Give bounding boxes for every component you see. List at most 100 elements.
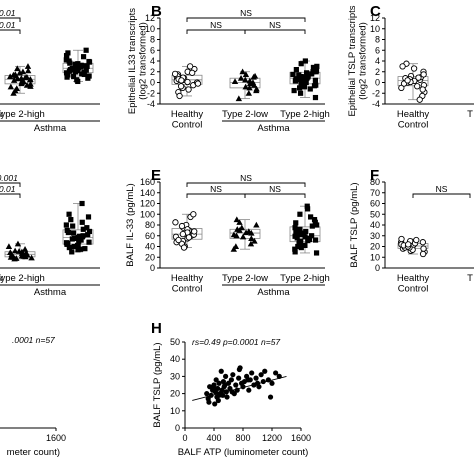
data-point: [314, 222, 320, 228]
data-point: [64, 240, 71, 246]
data-point: [253, 375, 259, 381]
data-point: [236, 375, 242, 381]
y-tick-label: 60: [370, 199, 380, 209]
data-point: [212, 401, 218, 407]
data-point: [247, 240, 255, 247]
data-point: [413, 236, 420, 244]
x-axis-label: BALF ATP (luminometer count): [178, 447, 309, 458]
data-point: [310, 64, 317, 71]
data-point: [276, 373, 282, 379]
y-tick-label: 0: [150, 263, 155, 273]
significance-label: NS: [240, 8, 252, 18]
data-point: [78, 246, 84, 252]
group-label: Asthma: [34, 123, 67, 134]
data-point: [186, 63, 194, 70]
x-tick-label: Healthy Control: [397, 109, 429, 131]
significance-label: NS: [269, 20, 281, 30]
panel-g: 12001600meter count).0001 n=57: [0, 335, 66, 458]
y-tick-label: -2: [372, 88, 380, 98]
y-axis-label: BALF TSLP (pg/mL): [349, 182, 360, 267]
significance-bracket: [186, 193, 246, 198]
data-point: [208, 392, 214, 398]
data-point: [313, 250, 320, 256]
data-point: [6, 73, 14, 80]
data-point: [398, 235, 405, 243]
x-tick-label: 1200: [262, 433, 282, 443]
y-tick-label: 140: [140, 188, 155, 198]
data-point: [233, 216, 241, 223]
data-point: [178, 222, 186, 230]
data-point: [414, 83, 421, 90]
data-point: [236, 366, 242, 373]
significance-bracket: [0, 17, 21, 22]
significance-label: NS: [210, 20, 222, 30]
data-point: [238, 224, 245, 231]
data-point: [295, 243, 301, 250]
data-point: [185, 234, 193, 241]
data-point: [239, 68, 246, 75]
data-point: [242, 71, 250, 77]
x-tick-label: Healthy Control: [397, 273, 429, 295]
y-tick-label: 80: [145, 220, 155, 230]
significance-bracket: [244, 29, 306, 34]
data-point: [215, 385, 221, 392]
data-point: [86, 58, 92, 65]
y-tick-label: 6: [375, 45, 380, 55]
data-point: [245, 90, 253, 96]
data-point: [27, 83, 34, 89]
y-tick-label: 40: [370, 220, 380, 230]
data-point: [18, 250, 26, 257]
x-tick-label: Type 2-low: [0, 273, 3, 284]
data-point: [14, 65, 21, 72]
significance-label: NS: [436, 184, 448, 194]
data-point: [27, 76, 34, 82]
x-tick-label: Healthy Control: [171, 109, 203, 131]
y-tick-label: 2: [150, 67, 155, 77]
y-axis-label: BALF IL-33 (pg/mL): [125, 183, 136, 266]
data-point: [229, 389, 235, 395]
data-point: [305, 237, 311, 244]
data-point: [190, 211, 197, 218]
data-point: [296, 85, 303, 91]
data-point: [311, 217, 318, 223]
y-tick-label: 20: [170, 389, 180, 399]
data-point: [297, 211, 303, 217]
y-tick-label: 40: [170, 354, 180, 364]
data-point: [312, 77, 319, 83]
data-point: [298, 61, 304, 67]
data-point: [415, 74, 422, 81]
data-point: [237, 75, 245, 81]
data-point: [309, 223, 315, 229]
data-point: [75, 247, 81, 253]
data-point: [177, 83, 185, 90]
y-tick-label: 0: [175, 423, 180, 433]
significance-label: NS: [210, 184, 222, 194]
significance-bracket: [186, 29, 246, 34]
y-tick-label: 6: [150, 45, 155, 55]
data-point: [303, 79, 309, 86]
y-tick-label: 160: [140, 177, 155, 187]
y-tick-label: 30: [170, 371, 180, 381]
data-point: [79, 219, 85, 225]
group-label: Asthma: [257, 123, 290, 134]
data-point: [66, 68, 73, 74]
data-point: [419, 86, 426, 93]
x-tick-label: Type 2-high: [280, 273, 330, 284]
box: [289, 226, 321, 243]
data-point: [70, 223, 76, 229]
data-point: [233, 382, 239, 388]
data-point: [66, 211, 72, 217]
data-point: [420, 245, 427, 252]
data-point: [249, 370, 255, 376]
data-point: [253, 85, 260, 92]
data-point: [210, 385, 216, 392]
data-point: [290, 71, 296, 78]
data-point: [11, 247, 19, 254]
data-point: [239, 233, 247, 240]
data-point: [184, 78, 191, 86]
data-point: [63, 57, 69, 63]
data-point: [258, 372, 264, 378]
x-tick-label: T: [467, 109, 473, 120]
